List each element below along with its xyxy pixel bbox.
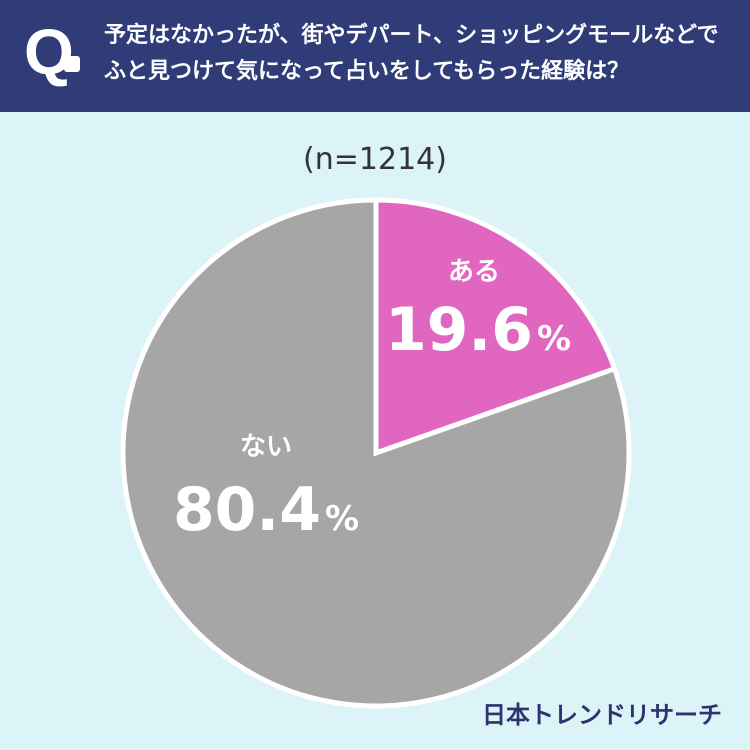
- slice-unit-0: %: [537, 319, 571, 359]
- pie-slice-1: [120, 197, 632, 709]
- q-dot: [64, 56, 80, 72]
- question-text: 予定はなかったが、街やデパート、ショッピングモールなどでふと見つけて気になって占…: [104, 23, 719, 84]
- sample-size: (n=1214): [303, 142, 447, 177]
- q-mark: Q: [24, 16, 74, 88]
- slice-unit-1: %: [325, 499, 359, 539]
- slice-label-0: ある: [448, 257, 500, 287]
- question-header: Q 予定はなかったが、街やデパート、ショッピングモールなどでふと見つけて気になっ…: [0, 0, 750, 112]
- brand-logo: 日本トレンドリサーチ: [482, 701, 722, 729]
- slice-label-1: ない: [240, 432, 292, 462]
